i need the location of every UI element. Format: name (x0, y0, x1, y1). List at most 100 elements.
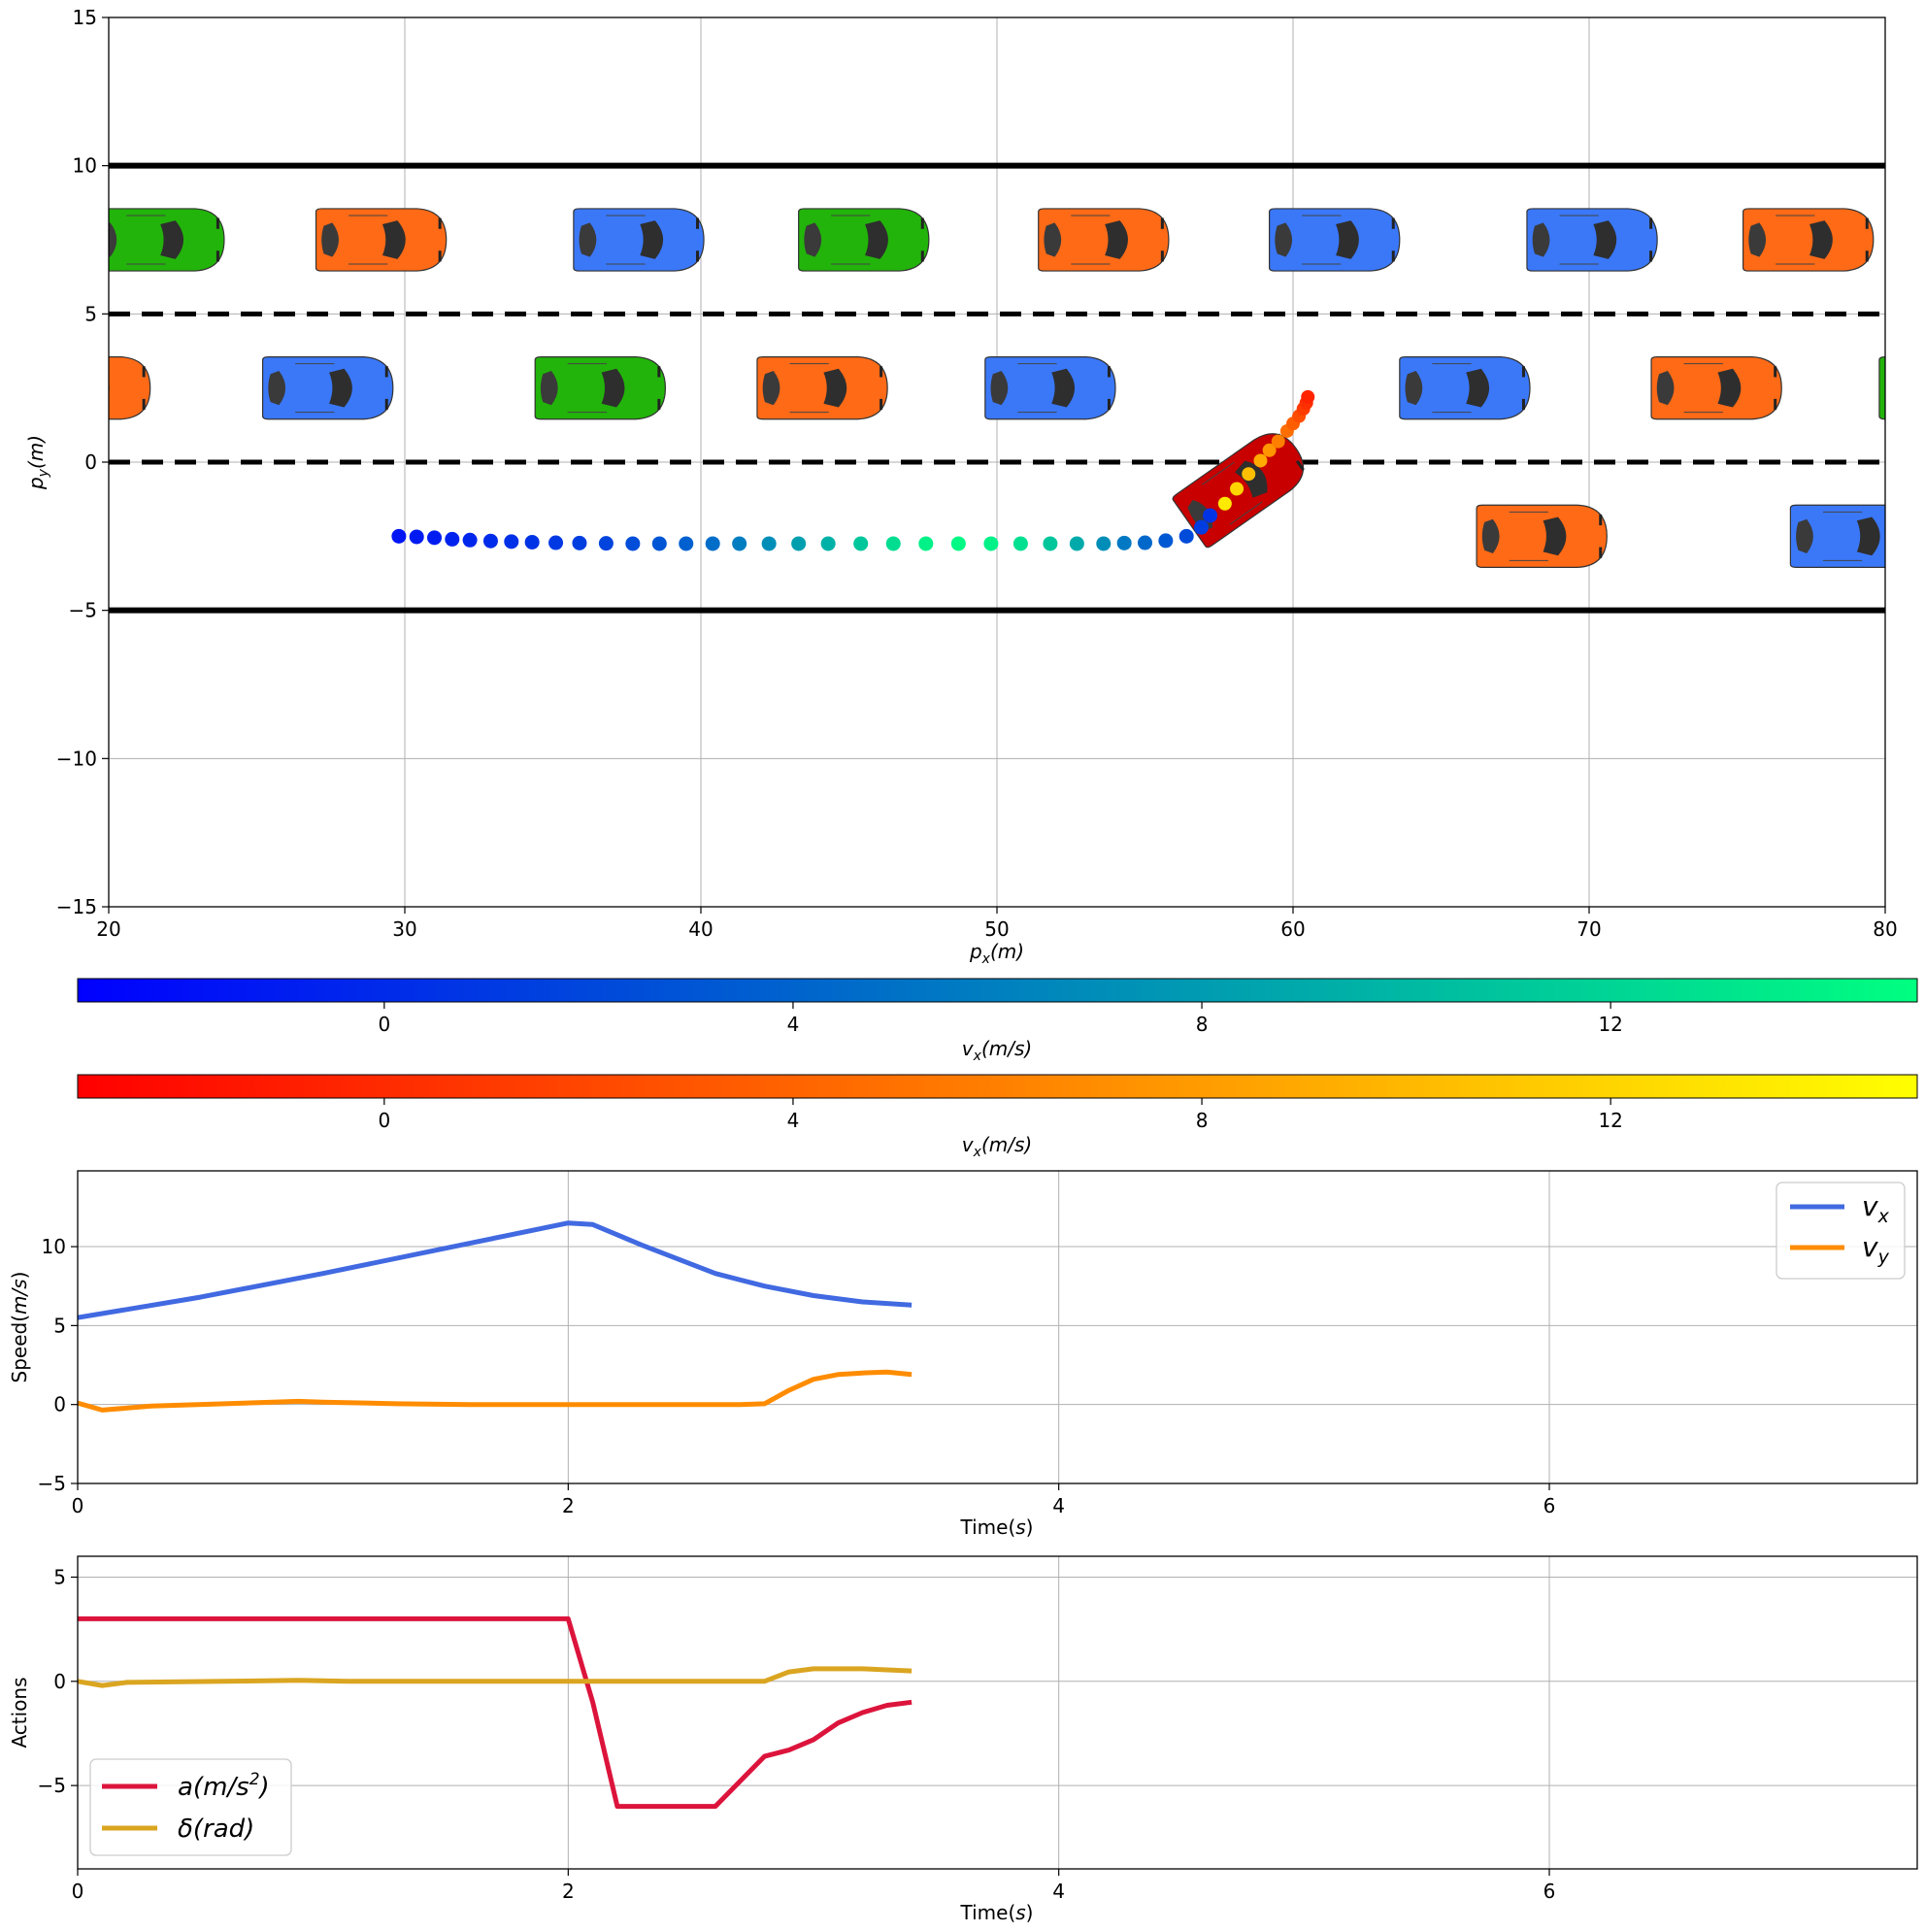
vehicle-10-body (534, 356, 666, 420)
vehicle-17-headlight-bottom (1913, 548, 1916, 558)
vehicle-10-rear-window (540, 371, 558, 406)
road-x-tick-label-6: 80 (1873, 917, 1897, 941)
road-y-tick-label-1: −10 (56, 747, 97, 770)
prediction-colorbar: 0 4 8 12 vx(m/s) (77, 1074, 1918, 1160)
road-x-tick-label-2: 40 (688, 917, 713, 941)
history-point-0 (391, 528, 407, 544)
vehicle-1-body (315, 208, 448, 272)
vehicle-16-rear-window (1481, 518, 1500, 553)
vehicle-8-windshield (109, 382, 110, 394)
vehicle-17-windshield (1856, 516, 1880, 556)
actions-panel: 0 2 4 6 −5 0 5 Time(s) Actions a(m/s2) δ(rad) (8, 1555, 1918, 1924)
actions-legend-label-delta: δ(rad) (178, 1815, 254, 1844)
vehicle-7 (1742, 208, 1875, 272)
speed-x-tick-label-3: 6 (1543, 1494, 1556, 1517)
speed-y-tick-label-3: 10 (42, 1235, 66, 1258)
prediction-point-0 (1217, 496, 1232, 511)
vehicle-1-rear-window (321, 222, 339, 257)
prediction-point-11 (1301, 389, 1315, 404)
vehicle-16-headlight-top (1599, 514, 1603, 526)
vehicle-2-headlight-bottom (695, 250, 699, 262)
vehicle-14-windshield (1717, 368, 1742, 408)
vehicle-7-headlight-bottom (1865, 250, 1869, 262)
vehicle-12-rear-window (990, 371, 1009, 406)
vehicle-6-headlight-bottom (1649, 250, 1653, 262)
history-point-30 (1158, 533, 1174, 549)
speed-x-ticks: 0 2 4 6 (72, 1483, 1556, 1517)
vehicle-1-headlight-bottom (438, 250, 442, 262)
history-point-5 (482, 533, 498, 549)
history-point-33 (1203, 508, 1218, 523)
vehicle-17-headlight-top (1913, 515, 1916, 525)
ego-vehicle-headlight-bottom (1295, 460, 1305, 471)
vehicle-13-windshield (1466, 368, 1490, 408)
vehicle-15-body (1878, 356, 1885, 420)
vehicle-1 (315, 208, 448, 272)
vehicle-12-body (984, 356, 1116, 420)
vehicle-11-body (756, 356, 888, 420)
prediction-point-4 (1262, 443, 1277, 457)
road-y-tick-label-4: 5 (84, 302, 97, 325)
vehicle-6-body (1526, 208, 1658, 272)
speed-y-label: Speed(m/s) (8, 1272, 31, 1383)
actions-legend-label-a: a(m/s2) (178, 1770, 270, 1802)
vehicle-3 (798, 208, 930, 272)
vehicle-13-headlight-top (1521, 366, 1525, 378)
vehicle-14-body (1650, 356, 1782, 420)
speed-series (78, 1220, 913, 1413)
history-point-16 (761, 536, 777, 551)
prediction-colorbar-ticks: 0 4 8 12 (378, 1098, 1623, 1132)
road-x-tick-label-1: 30 (392, 917, 416, 941)
history-point-20 (885, 536, 901, 551)
vehicle-1-headlight-top (438, 217, 442, 229)
actions-y-tick-label-1: 0 (53, 1670, 66, 1693)
vehicle-8 (109, 356, 151, 420)
vehicle-13-body (1399, 356, 1531, 420)
history-point-10 (598, 536, 614, 551)
actions-x-tick-label-2: 4 (1052, 1880, 1065, 1903)
vehicle-10 (534, 356, 666, 420)
vehicle-11-headlight-top (880, 366, 883, 378)
road-y-ticks: −15 −10 −5 0 5 10 15 (56, 6, 109, 918)
actions-series-1 (78, 1666, 913, 1688)
history-point-6 (504, 534, 519, 550)
vehicle-6 (1526, 208, 1658, 272)
history-point-29 (1138, 535, 1152, 550)
speed-panel: 0 2 4 6 −5 0 5 10 Time(s) Speed(m/s) vx vy (8, 1170, 1918, 1539)
history-point-2 (427, 530, 442, 546)
vehicle-17-rear-window (1796, 518, 1813, 553)
history-point-3 (445, 531, 460, 547)
speed-y-tick-label-2: 5 (53, 1314, 66, 1337)
history-point-15 (732, 536, 747, 551)
vehicle-8-headlight-top (142, 366, 146, 378)
road-x-tick-label-5: 70 (1577, 917, 1601, 941)
road-y-tick-label-6: 15 (73, 6, 97, 29)
vehicle-3-headlight-top (920, 217, 924, 229)
vehicle-11 (756, 356, 888, 420)
speed-grid (77, 1171, 1917, 1484)
speed-y-tick-label-1: 0 (53, 1393, 66, 1416)
history-colorbar-label: vx(m/s) (962, 1037, 1032, 1064)
vehicle-4-rear-window (1044, 222, 1062, 257)
history-colorbar-tick-label-3: 12 (1598, 1013, 1622, 1036)
history-point-23 (983, 536, 999, 551)
vehicle-5-rear-window (1275, 222, 1293, 257)
speed-x-tick-label-0: 0 (72, 1494, 84, 1517)
history-point-17 (791, 536, 807, 551)
history-point-12 (651, 536, 667, 551)
history-colorbar: 0 4 8 12 vx(m/s) (77, 978, 1918, 1064)
road-vehicles (109, 208, 1916, 568)
history-colorbar-ticks: 0 4 8 12 (378, 1002, 1623, 1036)
vehicle-7-windshield (1809, 220, 1833, 259)
vehicle-3-headlight-bottom (920, 250, 924, 262)
history-point-26 (1069, 536, 1084, 551)
vehicle-9-windshield (329, 368, 352, 408)
vehicle-4-body (1038, 208, 1170, 272)
vehicle-3-rear-window (804, 222, 822, 257)
vehicle-9-body (262, 356, 394, 420)
vehicle-2-body (573, 208, 705, 272)
speed-legend: vx vy (1776, 1182, 1906, 1280)
road-x-tick-label-4: 60 (1280, 917, 1305, 941)
vehicle-13-rear-window (1405, 371, 1423, 406)
